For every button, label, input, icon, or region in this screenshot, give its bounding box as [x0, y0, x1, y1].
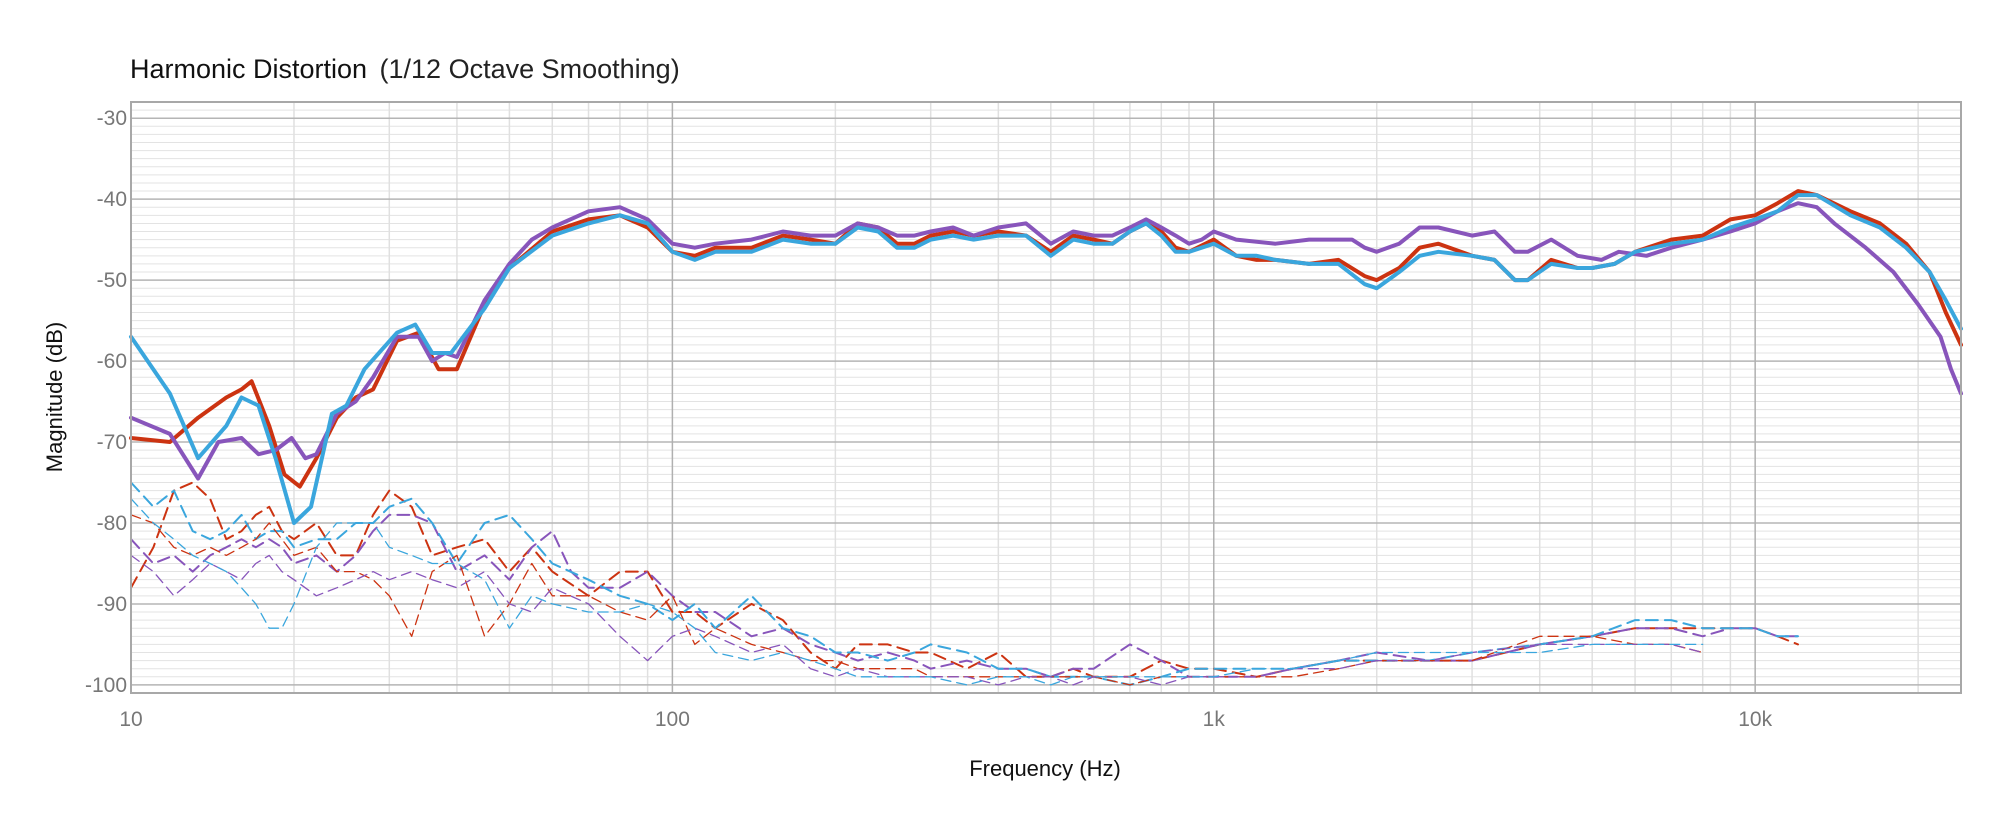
series-line-8	[130, 554, 1704, 686]
chart-title-main: Harmonic Distortion	[130, 54, 367, 84]
x-tick-label: 10	[119, 708, 142, 731]
plot-border	[130, 101, 1962, 694]
y-tick-label: -70	[97, 431, 127, 454]
plot-area	[131, 102, 1961, 693]
series-line-3	[129, 193, 1963, 525]
chart-title-subtitle: (1/12 Octave Smoothing)	[380, 54, 680, 84]
grid-major	[130, 102, 1961, 693]
x-axis-ticks: 10 100 1k 10k	[119, 708, 1772, 731]
x-tick-label: 100	[655, 708, 690, 731]
x-tick-label: 1k	[1203, 708, 1226, 731]
y-axis-ticks: -30 -40 -50 -60 -70 -80 -90 -100	[85, 107, 127, 697]
series-line-9	[130, 498, 1704, 686]
x-tick-label: 10k	[1738, 708, 1772, 731]
y-tick-label: -90	[97, 593, 127, 616]
chart-title: Harmonic Distortion (1/12 Octave Smoothi…	[130, 54, 680, 84]
y-tick-label: -30	[97, 107, 127, 130]
plot-background	[131, 102, 1961, 693]
y-tick-label: -50	[97, 269, 127, 292]
series-line-7	[130, 514, 1704, 686]
series-layer	[129, 189, 1963, 686]
series-line-6	[130, 481, 1799, 686]
plot-frame	[130, 101, 1962, 694]
grid-minor	[131, 101, 1961, 694]
x-axis-label: Frequency (Hz)	[969, 756, 1121, 781]
y-tick-label: -100	[85, 674, 127, 697]
y-tick-label: -60	[97, 350, 127, 373]
y-tick-label: -80	[97, 512, 127, 535]
y-tick-label: -40	[97, 188, 127, 211]
series-line-2	[129, 201, 1963, 481]
y-axis-label: Magnitude (dB)	[42, 322, 67, 472]
